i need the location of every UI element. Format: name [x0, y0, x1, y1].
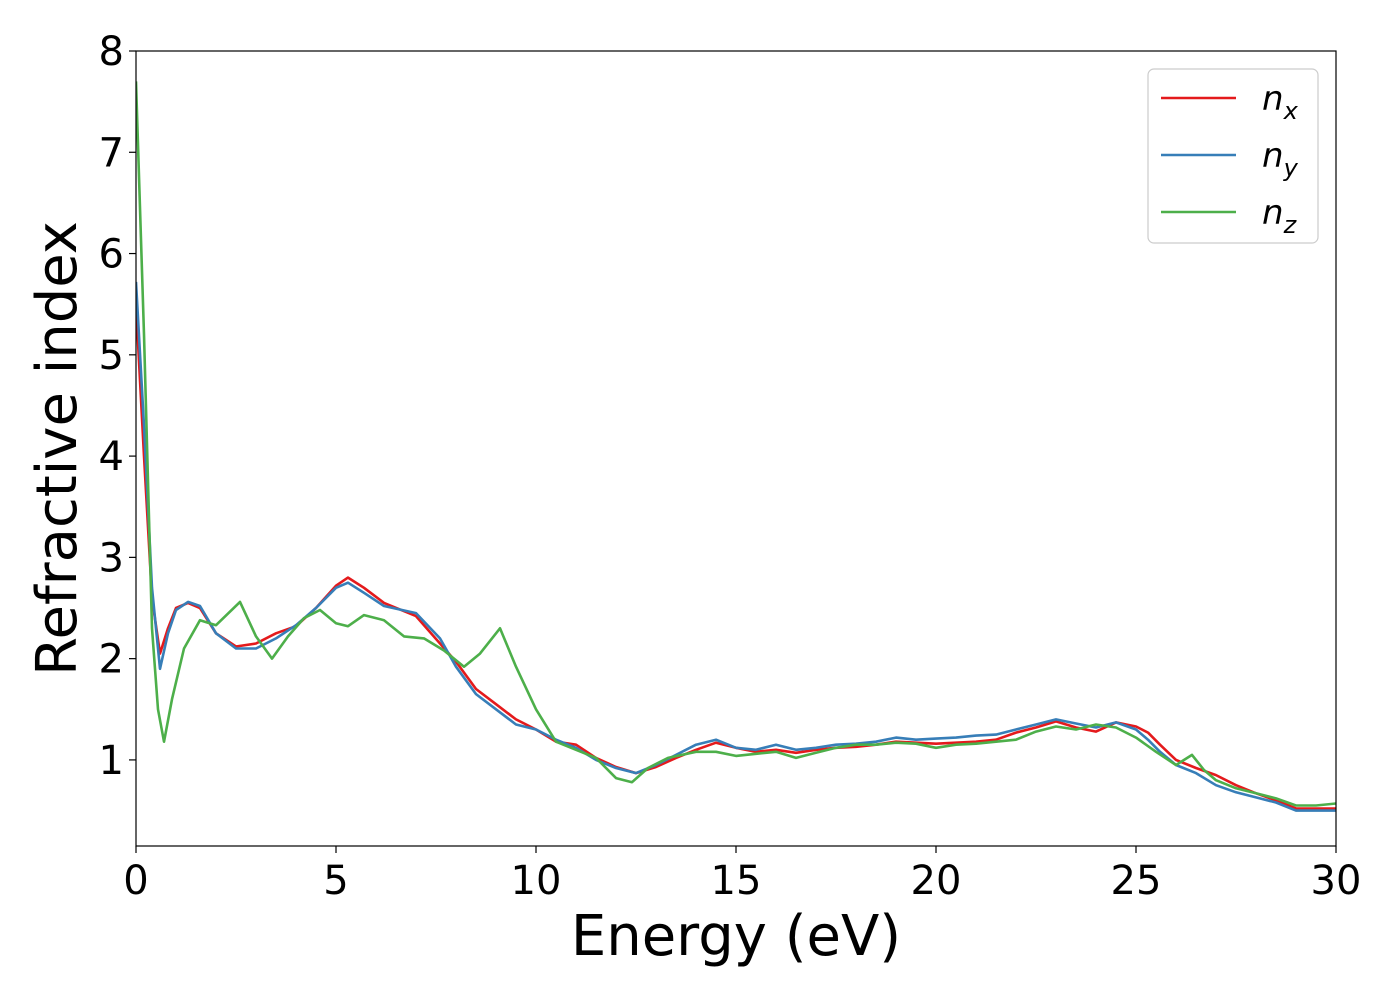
series-line-nx: [136, 304, 1336, 810]
y-axis-title: Refractive index: [25, 221, 90, 676]
y-tick-label: 6: [99, 232, 124, 278]
y-tick-label: 8: [99, 29, 124, 75]
x-tick-label: 30: [1311, 858, 1362, 904]
legend-label-ny: ny: [1262, 136, 1299, 182]
x-tick-label: 5: [323, 858, 348, 904]
legend: nx ny nz: [1147, 68, 1319, 244]
series-line-ny: [136, 281, 1336, 812]
series-layer: [136, 81, 1336, 812]
y-tick-label: 3: [99, 535, 124, 581]
x-tick-label: 0: [123, 858, 148, 904]
x-tick-label: 15: [711, 858, 762, 904]
x-tick-label: 10: [511, 858, 562, 904]
y-tick-label: 2: [99, 637, 124, 683]
legend-label-nx: nx: [1262, 79, 1299, 125]
x-tick-label: 25: [1111, 858, 1162, 904]
x-tick-label: 20: [911, 858, 962, 904]
legend-label-nz: nz: [1262, 193, 1298, 239]
x-axis-ticks: 0 5 10 15 20 25 30: [123, 846, 1361, 904]
x-axis-title: Energy (eV): [571, 904, 901, 969]
y-tick-label: 7: [99, 130, 124, 176]
y-tick-label: 1: [99, 738, 124, 784]
series-line-nz: [136, 81, 1336, 807]
y-axis-ticks: 1 2 3 4 5 6 7 8: [99, 29, 136, 784]
y-tick-label: 5: [99, 333, 124, 379]
y-tick-label: 4: [99, 434, 124, 480]
